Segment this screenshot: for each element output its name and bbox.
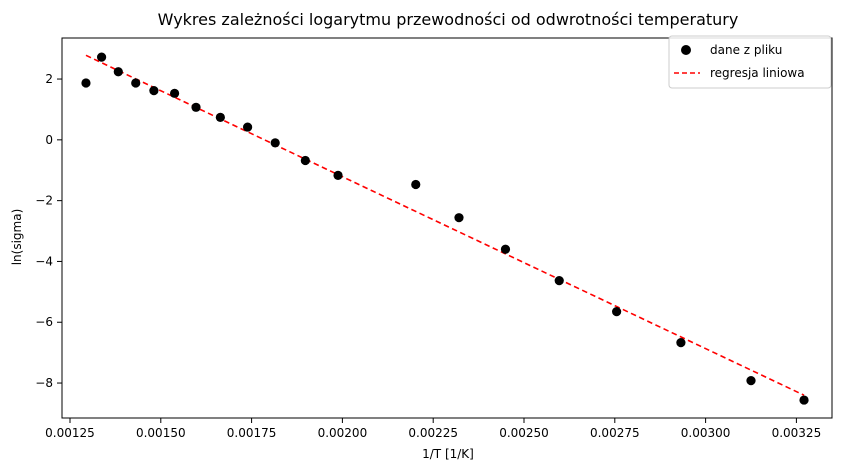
data-point xyxy=(799,395,809,405)
x-tick-label: 0.00250 xyxy=(499,426,549,440)
data-point xyxy=(333,170,343,181)
data-point xyxy=(612,307,622,317)
legend-label-data: dane z pliku xyxy=(710,43,782,57)
data-point xyxy=(149,85,159,96)
data-point xyxy=(300,155,310,166)
legend-box xyxy=(668,35,832,89)
y-axis-label: ln(sigma) xyxy=(10,209,24,266)
data-point xyxy=(131,78,141,88)
data-point xyxy=(215,112,225,122)
y-tick-label: −2 xyxy=(35,194,53,208)
data-point xyxy=(191,102,201,112)
data-point xyxy=(96,52,107,62)
data-point xyxy=(242,122,253,132)
x-tick-label: 0.00200 xyxy=(318,426,368,440)
data-point xyxy=(81,78,91,88)
data-point xyxy=(676,338,686,348)
data-point xyxy=(500,244,511,254)
x-tick-label: 0.00125 xyxy=(45,426,95,440)
x-tick-label: 0.00175 xyxy=(227,426,277,440)
x-axis-label: 1/T [1/K] xyxy=(422,447,474,461)
legend-label-regression: regresja liniowa xyxy=(710,66,805,80)
data-point xyxy=(169,88,180,98)
plot-area: 0.00125 0.00150 0.00175 0.00200 0.00225 0.002… xyxy=(35,37,833,440)
y-tick-label: 0 xyxy=(45,133,53,147)
x-tick-label: 0.00275 xyxy=(590,426,640,440)
x-tick-label: 0.00300 xyxy=(681,426,731,440)
y-axis: −8 −6 −4 −2 0 2 xyxy=(35,72,62,390)
x-tick-label: 0.00325 xyxy=(772,426,822,440)
x-tick-label: 0.00150 xyxy=(136,426,186,440)
x-tick-label: 0.00225 xyxy=(408,426,458,440)
data-point xyxy=(554,275,564,286)
data-point xyxy=(746,376,756,386)
data-point xyxy=(454,213,464,223)
data-point xyxy=(411,179,421,190)
y-tick-label: −6 xyxy=(35,315,53,329)
regression-line xyxy=(85,54,805,396)
y-tick-label: −4 xyxy=(35,254,53,268)
plot-frame xyxy=(61,37,833,419)
legend: dane z pliku regresja liniowa xyxy=(668,35,832,89)
legend-scatter-marker xyxy=(681,45,691,55)
y-tick-label: −8 xyxy=(35,376,53,390)
x-axis: 0.00125 0.00150 0.00175 0.00200 0.00225 0.002… xyxy=(45,418,821,440)
series-layer xyxy=(81,52,809,405)
chart-title: Wykres zależności logarytmu przewodności… xyxy=(158,10,739,29)
data-point xyxy=(270,138,280,148)
y-tick-label: 2 xyxy=(45,72,53,86)
data-point xyxy=(113,67,123,77)
